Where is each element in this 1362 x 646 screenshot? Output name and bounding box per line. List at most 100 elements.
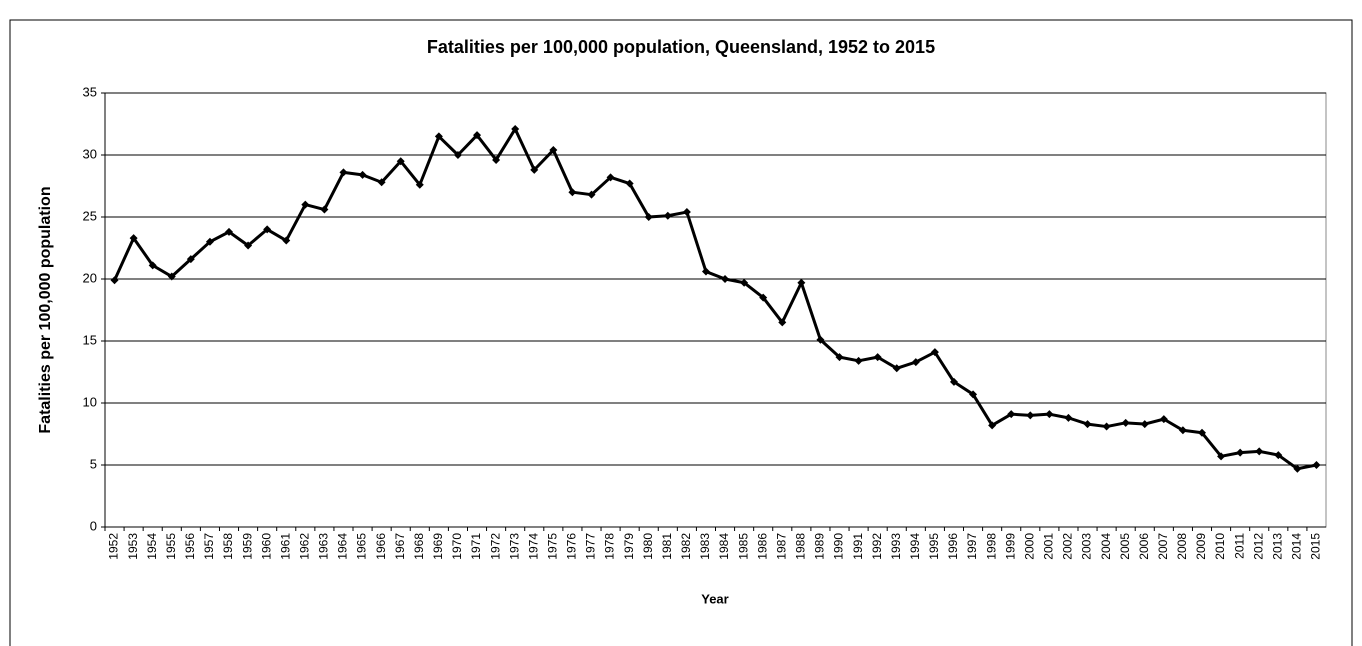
y-tick-label: 25 [83, 208, 97, 223]
data-marker [988, 421, 997, 430]
data-marker [186, 255, 195, 264]
x-tick-label: 2006 [1137, 533, 1151, 560]
data-marker [358, 170, 367, 179]
data-marker [759, 293, 768, 302]
data-marker [1102, 422, 1111, 431]
x-tick-label: 1996 [946, 533, 960, 560]
x-tick-label: 2012 [1251, 533, 1265, 560]
x-tick-label: 1955 [164, 533, 178, 560]
data-marker [721, 275, 730, 283]
x-tick-label: 1956 [183, 533, 197, 560]
x-tick-label: 2015 [1309, 533, 1323, 560]
data-line [113, 127, 1317, 471]
x-tick-label: 1957 [202, 533, 216, 560]
data-marker [663, 211, 672, 220]
x-tick-label: 1983 [698, 533, 712, 560]
data-marker [606, 173, 615, 182]
data-marker [320, 205, 329, 214]
x-tick-label: 1984 [717, 533, 731, 560]
x-tick-label: 2004 [1099, 533, 1113, 560]
y-tick-label: 5 [90, 456, 97, 471]
data-marker [797, 278, 806, 287]
x-tick-label: 1976 [565, 533, 579, 560]
x-tick-label: 1991 [851, 533, 865, 560]
data-marker [644, 213, 653, 221]
data-marker [1255, 447, 1264, 456]
x-tick-label: 1979 [622, 533, 636, 560]
x-axis-title: Year [701, 591, 728, 606]
data-marker [415, 180, 424, 189]
x-tick-label: 2007 [1156, 533, 1170, 560]
y-axis-title: Fatalities per 100,000 population [37, 186, 54, 433]
data-marker [396, 157, 405, 166]
x-tick-label: 1953 [126, 533, 140, 560]
data-marker [873, 353, 882, 362]
x-tick-label: 1993 [889, 533, 903, 560]
x-tick-label: 1964 [336, 533, 350, 560]
data-marker [778, 318, 787, 327]
y-tick-label: 10 [83, 394, 97, 409]
data-marker [110, 276, 119, 285]
data-marker [1236, 448, 1245, 457]
x-tick-label: 1974 [526, 533, 540, 560]
data-marker [911, 358, 920, 367]
data-marker [816, 335, 825, 344]
data-marker [301, 200, 310, 209]
data-marker [1026, 411, 1035, 420]
data-marker [701, 267, 710, 276]
x-tick-label: 1962 [297, 533, 311, 560]
chart-border [9, 19, 1353, 646]
x-tick-label: 1975 [546, 533, 560, 560]
x-tick-label: 1954 [145, 533, 159, 560]
x-tick-label: 2003 [1080, 533, 1094, 560]
x-tick-label: 2005 [1118, 533, 1132, 560]
data-marker [1007, 410, 1016, 419]
x-tick-label: 1988 [794, 533, 808, 560]
data-marker [930, 348, 939, 357]
x-tick-label: 2008 [1175, 533, 1189, 560]
data-marker [148, 261, 157, 270]
data-marker [949, 377, 958, 386]
x-tick-label: 1978 [603, 533, 617, 560]
x-tick-label: 1999 [1003, 533, 1017, 560]
data-marker [1178, 426, 1187, 435]
data-marker [625, 179, 634, 188]
x-tick-label: 1972 [488, 533, 502, 560]
data-marker [1274, 451, 1283, 460]
data-marker [453, 151, 462, 159]
data-marker [587, 190, 596, 199]
data-marker [225, 227, 234, 236]
x-tick-label: 1989 [813, 533, 827, 560]
x-tick-label: 2013 [1270, 533, 1284, 560]
x-tick-label: 1969 [431, 533, 445, 560]
data-marker [835, 353, 844, 362]
x-tick-label: 1997 [965, 533, 979, 560]
data-marker [1083, 420, 1092, 429]
x-tick-label: 2014 [1290, 533, 1304, 560]
y-tick-label: 15 [83, 332, 97, 347]
data-marker [892, 364, 901, 373]
x-tick-label: 1959 [240, 533, 254, 560]
data-marker [511, 124, 520, 133]
x-tick-label: 1966 [374, 533, 388, 560]
data-marker [969, 390, 978, 399]
x-tick-label: 1973 [507, 533, 521, 560]
chart-title: Fatalities per 100,000 population, Queen… [427, 37, 935, 57]
data-marker [434, 132, 443, 141]
x-tick-label: 1977 [584, 533, 598, 560]
x-tick-label: 1952 [107, 533, 121, 560]
data-marker [1197, 428, 1206, 437]
x-tick-label: 1994 [908, 533, 922, 560]
data-marker [1293, 464, 1302, 473]
x-tick-label: 1958 [221, 533, 235, 560]
data-marker [854, 356, 863, 365]
x-tick-label: 1965 [355, 533, 369, 560]
data-marker [377, 178, 386, 187]
x-tick-label: 2009 [1194, 533, 1208, 560]
data-marker [129, 234, 138, 243]
x-tick-label: 1961 [278, 533, 292, 560]
x-tick-label: 1992 [870, 533, 884, 560]
data-marker [1312, 461, 1321, 469]
x-tick-label: 1981 [660, 533, 674, 560]
data-marker [167, 272, 176, 281]
